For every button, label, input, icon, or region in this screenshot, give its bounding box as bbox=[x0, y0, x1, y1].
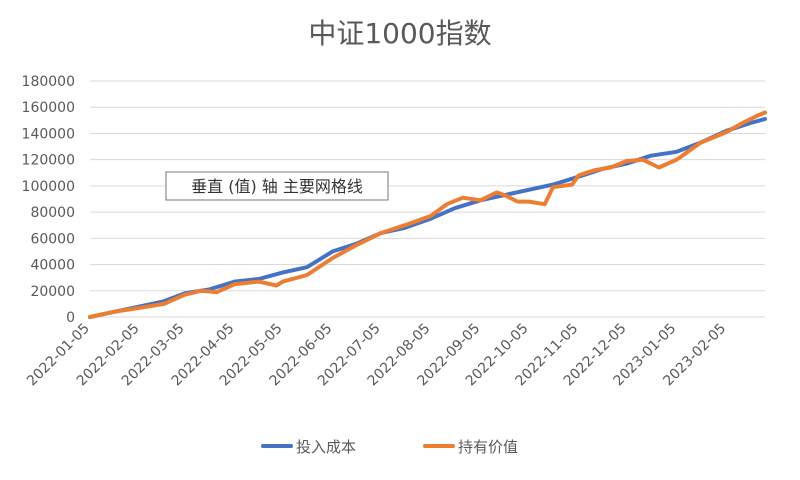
series-lines bbox=[88, 110, 767, 319]
tooltip-text: 垂直 (值) 轴 主要网格线 bbox=[191, 177, 363, 196]
series-line-2 bbox=[88, 110, 767, 319]
y-tick-label: 60000 bbox=[30, 231, 75, 247]
y-tick-label: 160000 bbox=[22, 100, 75, 116]
y-tick-label: 140000 bbox=[22, 126, 75, 142]
y-tick-label: 40000 bbox=[30, 258, 75, 274]
y-tick-label: 20000 bbox=[30, 284, 75, 300]
y-tick-label: 180000 bbox=[22, 74, 75, 90]
y-tick-label: 120000 bbox=[22, 153, 75, 169]
legend-label: 持有价值 bbox=[458, 438, 518, 456]
tooltip-box bbox=[165, 171, 389, 201]
y-tick-label: 80000 bbox=[30, 205, 75, 221]
y-tick-label: 0 bbox=[66, 310, 75, 326]
y-axis-tick-labels: 0 20000 40000 60000 80000 100000 120000 140000 1… bbox=[22, 74, 75, 326]
legend-label: 投入成本 bbox=[296, 438, 356, 456]
legend: 投入成本 持有价值 bbox=[261, 438, 518, 456]
chart-title: 中证1000指数 bbox=[308, 17, 491, 50]
gridline-tooltip: 垂直 (值) 轴 主要网格线 bbox=[165, 171, 389, 201]
y-tick-label: 100000 bbox=[22, 179, 75, 195]
